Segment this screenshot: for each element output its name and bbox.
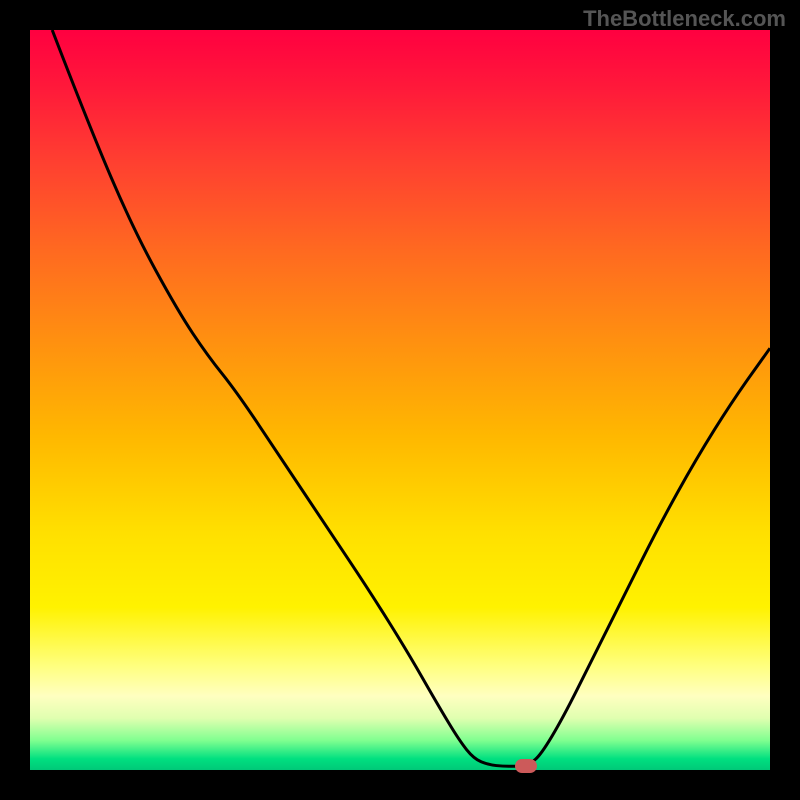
watermark-text: TheBottleneck.com bbox=[583, 6, 786, 32]
plot-area bbox=[30, 30, 770, 770]
curve-layer bbox=[30, 30, 770, 770]
bottleneck-curve bbox=[52, 30, 770, 766]
optimal-marker bbox=[515, 759, 537, 773]
